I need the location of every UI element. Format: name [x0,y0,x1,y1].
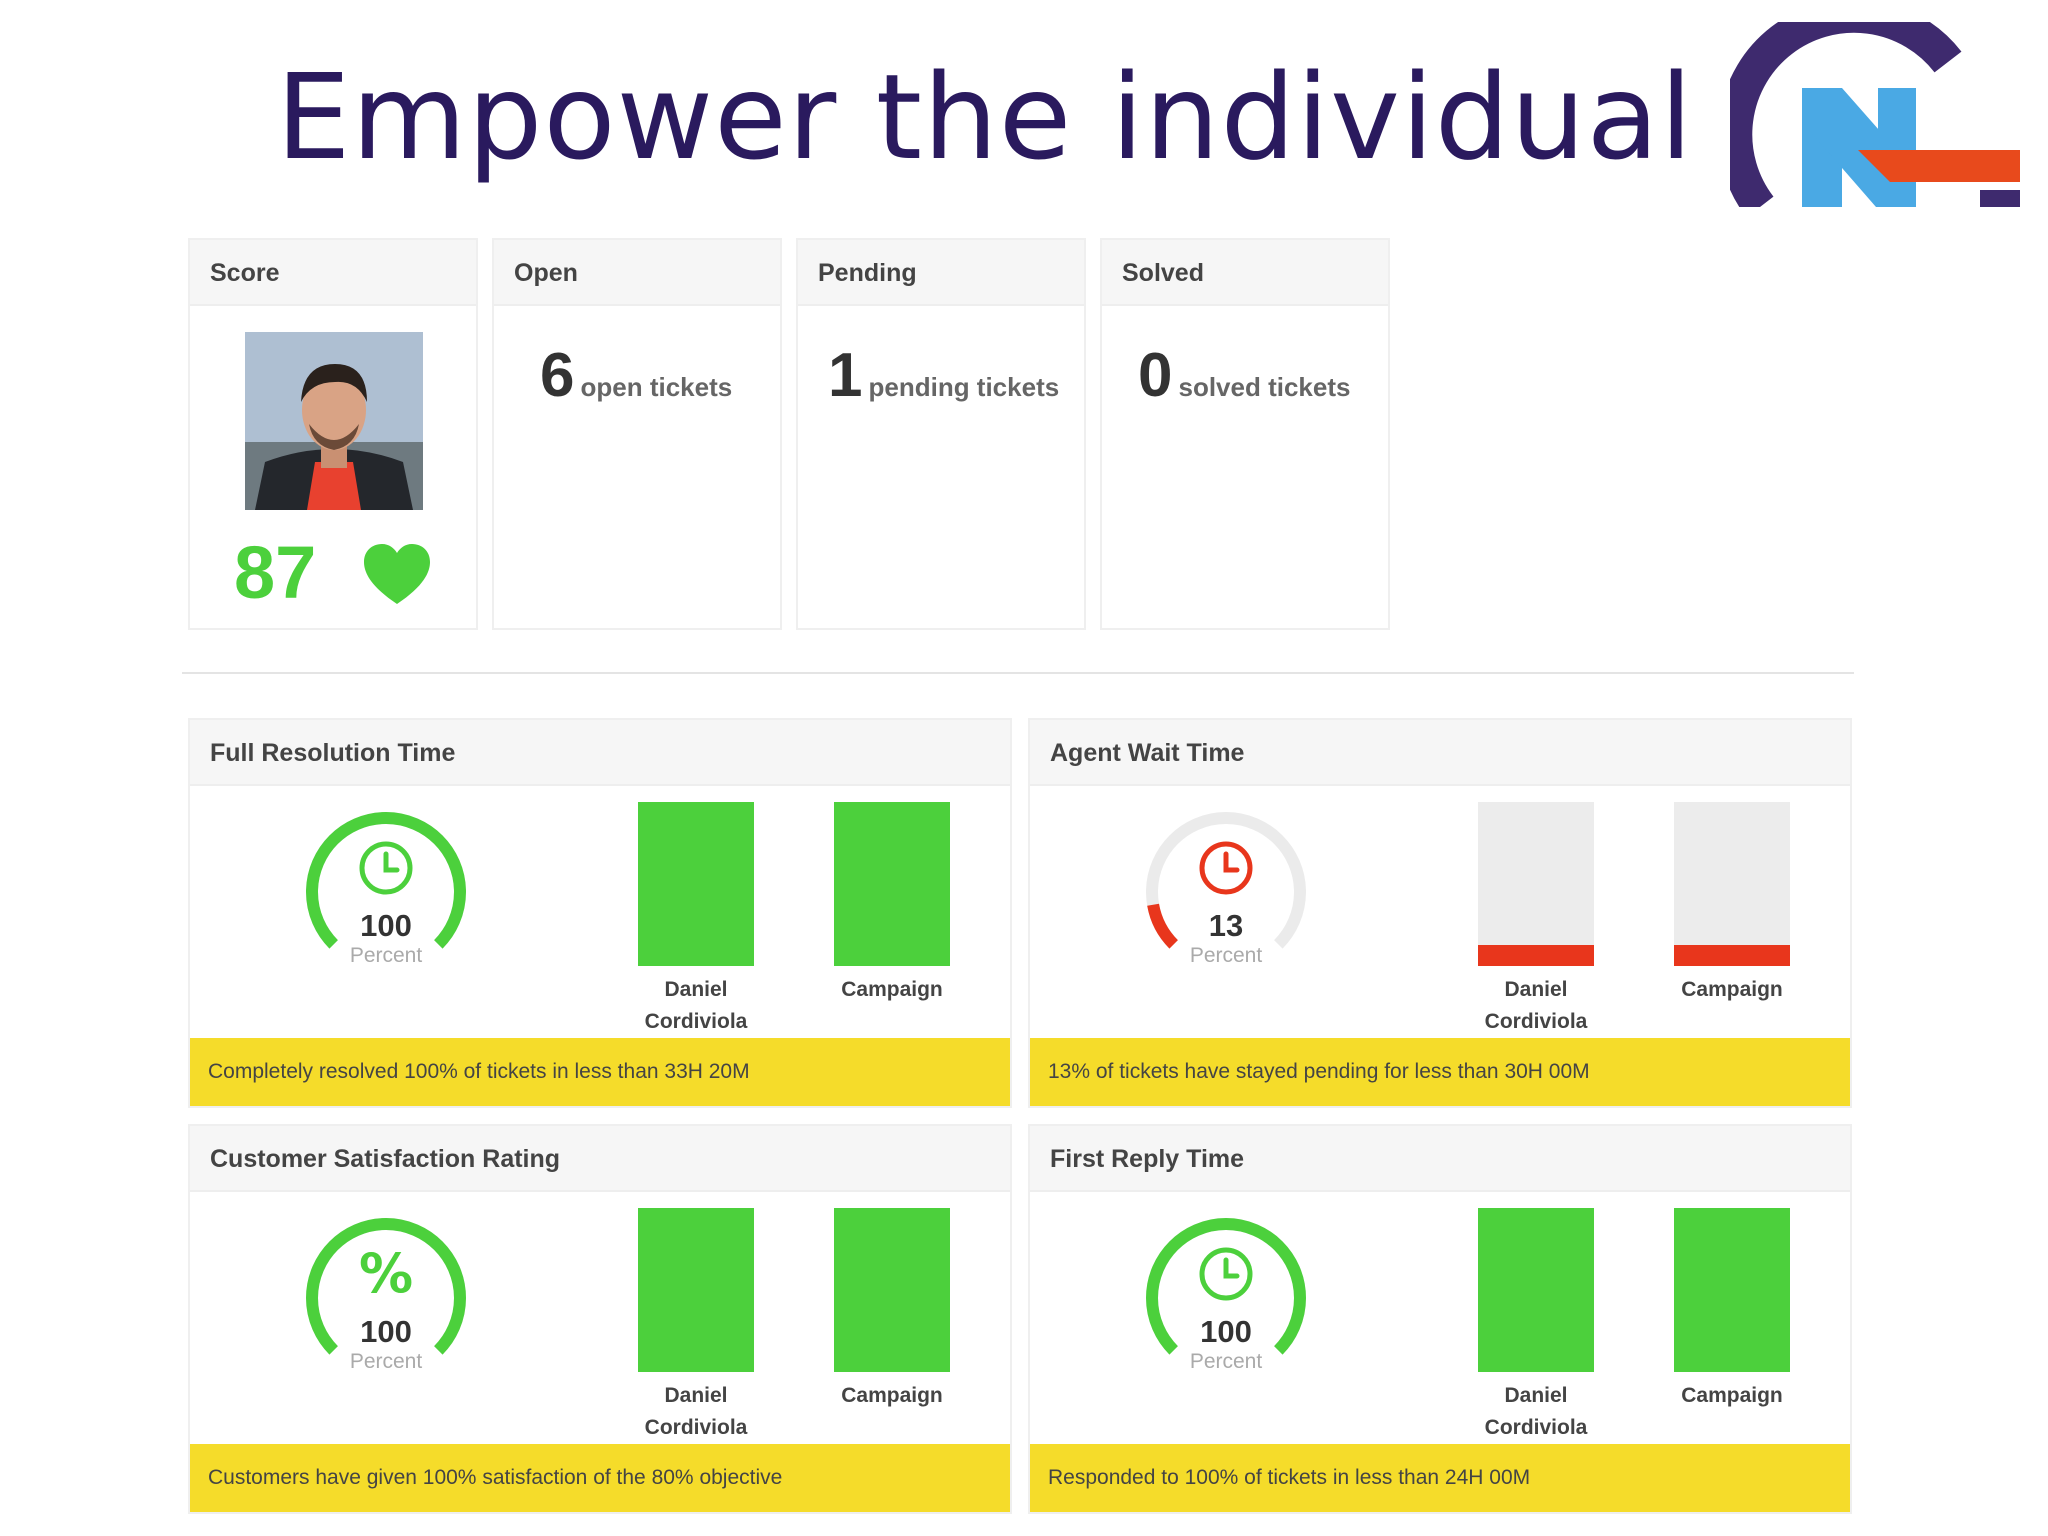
pending-label: pending tickets [868,372,1060,402]
company-logo [1730,22,2020,207]
bar-label: Campaign [1652,1380,1812,1412]
bar-fill [638,802,754,966]
agent-wait-time-panel: Agent Wait Time 13 Percent Daniel Cordiviola… [1030,720,1850,1106]
bar-label-line1: Campaign [1681,978,1783,1001]
customer-satisfaction-rating-panel: Customer Satisfaction Rating% 100 Percent D… [190,1126,1010,1512]
pending-stat: 1 pending tickets [828,340,1059,411]
bar-campaign [834,802,950,966]
bar-fill [1478,1208,1594,1372]
bar-label: Campaign [812,1380,972,1412]
bar-label: Campaign [812,974,972,1006]
bar-fill [638,1208,754,1372]
solved-card-header: Solved [1102,240,1388,306]
progress-gauge [1146,1218,1306,1355]
progress-gauge: % [306,1218,466,1355]
solved-count: 0 [1138,341,1173,410]
gauge-value: 13 [1208,908,1244,943]
bar-campaign [1674,802,1790,966]
bar-label-line2: Cordiviola [644,1416,748,1439]
bar-label-line1: Campaign [841,1384,943,1407]
slide-title: Empower the individual [276,48,1694,186]
bar-campaign [1674,1208,1790,1372]
bar-fill [1674,945,1790,966]
open-label: open tickets [580,372,733,402]
logo-purple-tab [1980,190,2020,207]
full-resolution-time-panel: Full Resolution Time 100 Percent Daniel Cord… [190,720,1010,1106]
logo-n-right [1878,88,1916,207]
bar-agent [1478,1208,1594,1372]
bar-label-line1: Campaign [841,978,943,1001]
bar-label: Daniel Cordiviola [1456,974,1616,1038]
bar-agent [638,1208,754,1372]
panel-title: Full Resolution Time [190,720,1010,786]
bar-label-line2: Cordiviola [644,1010,748,1033]
bar-label: Daniel Cordiviola [1456,1380,1616,1444]
agent-avatar [245,332,423,510]
bar-label-line1: Campaign [1681,1384,1783,1407]
bar-label: Daniel Cordiviola [616,1380,776,1444]
bar-label: Campaign [1652,974,1812,1006]
bar-agent [1478,802,1594,966]
clock-icon [359,841,413,895]
progress-gauge [306,812,466,949]
clock-icon [1199,841,1253,895]
gauge-track [1146,812,1306,949]
panel-title: First Reply Time [1030,1126,1850,1192]
heart-icon [364,544,430,604]
bar-label-line2: Cordiviola [1484,1416,1588,1439]
svg-text:%: % [359,1242,413,1305]
bar-label-line1: Daniel [664,978,728,1001]
gauge-fill [306,1218,466,1355]
summary-note: Customers have given 100% satisfaction o… [190,1444,1010,1512]
bar-fill [1674,1208,1790,1372]
open-card-header: Open [494,240,780,306]
gauge-fill [1146,1218,1306,1355]
bar-label-line1: Daniel [664,1384,728,1407]
gauge-unit: Percent [1189,1350,1263,1373]
gauge-value: 100 [360,1314,412,1349]
score-value: 87 [234,531,317,614]
pending-card: Pending 1 pending tickets [798,240,1084,628]
solved-card: Solved 0 solved tickets [1102,240,1388,628]
solved-label: solved tickets [1178,372,1351,402]
logo-orange-bar [1858,150,2020,182]
first-reply-time-panel: First Reply Time 100 Percent Daniel Cordivio… [1030,1126,1850,1512]
open-count: 6 [540,341,575,410]
gauge-value: 100 [1200,1314,1252,1349]
bar-label-line1: Daniel [1504,1384,1568,1407]
summary-note: Responded to 100% of tickets in less tha… [1030,1444,1850,1512]
bar-label-line2: Cordiviola [1484,1010,1588,1033]
clock-icon [1199,1247,1253,1301]
summary-note: Completely resolved 100% of tickets in l… [190,1038,1010,1106]
gauge-unit: Percent [1189,944,1263,967]
bar-fill [834,1208,950,1372]
gauge-unit: Percent [349,944,423,967]
score-card-header: Score [190,240,476,306]
open-card: Open 6 open tickets [494,240,780,628]
gauge-fill [306,812,466,949]
section-divider [182,672,1854,674]
solved-stat: 0 solved tickets [1138,340,1350,411]
gauge-unit: Percent [349,1350,423,1373]
bar-fill [1478,945,1594,966]
bar-campaign [834,1208,950,1372]
open-stat: 6 open tickets [540,340,732,411]
summary-note: 13% of tickets have stayed pending for l… [1030,1038,1850,1106]
pending-card-header: Pending [798,240,1084,306]
bar-fill [834,802,950,966]
gauge-fill [1147,903,1179,949]
bar-label-line1: Daniel [1504,978,1568,1001]
score-card: Score 87 [190,240,476,628]
bar-label: Daniel Cordiviola [616,974,776,1038]
pending-count: 1 [828,341,863,410]
logo-arc [1730,22,1962,207]
bar-agent [638,802,754,966]
panel-title: Customer Satisfaction Rating [190,1126,1010,1192]
percent-icon: % [359,1242,413,1305]
gauge-value: 100 [360,908,412,943]
panel-title: Agent Wait Time [1030,720,1850,786]
progress-gauge [1146,812,1306,949]
